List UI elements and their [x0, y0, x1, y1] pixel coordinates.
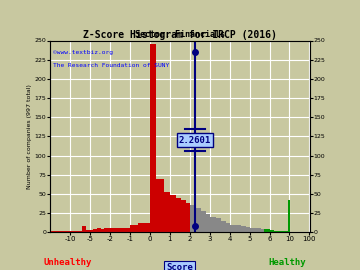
Bar	[130, 225, 142, 232]
Bar	[70, 231, 74, 232]
Bar	[220, 221, 226, 232]
Bar	[90, 230, 94, 232]
Bar	[240, 226, 246, 232]
Bar	[271, 230, 274, 232]
Bar	[210, 217, 216, 232]
Bar	[110, 228, 122, 232]
Bar	[184, 203, 190, 232]
Bar	[190, 205, 196, 232]
Bar	[215, 218, 221, 232]
Bar	[264, 229, 270, 232]
Bar	[54, 231, 58, 232]
Bar	[74, 231, 78, 232]
Bar	[285, 231, 288, 232]
Bar	[278, 231, 279, 232]
Bar	[106, 228, 110, 232]
Bar	[283, 231, 285, 232]
Text: Unhealthy: Unhealthy	[43, 258, 91, 267]
Bar	[150, 44, 156, 232]
Bar	[224, 223, 230, 232]
Bar	[195, 208, 201, 232]
Bar	[175, 198, 181, 232]
Bar	[118, 228, 130, 232]
Bar	[282, 231, 283, 232]
Bar	[230, 225, 236, 232]
Bar	[274, 231, 275, 232]
Bar	[138, 223, 150, 232]
Bar	[288, 231, 289, 232]
Bar	[62, 231, 66, 232]
Bar	[156, 178, 164, 232]
Bar	[97, 228, 101, 232]
Bar	[244, 227, 249, 232]
Bar	[275, 231, 278, 232]
Bar	[255, 228, 261, 232]
Bar	[66, 231, 70, 232]
Text: Healthy: Healthy	[268, 258, 306, 267]
Text: ©www.textbiz.org: ©www.textbiz.org	[53, 50, 113, 55]
Text: The Research Foundation of SUNY: The Research Foundation of SUNY	[53, 63, 169, 68]
Bar	[270, 230, 271, 232]
Text: Sector: Financials: Sector: Financials	[135, 30, 225, 39]
Bar	[249, 228, 256, 232]
Bar	[58, 231, 62, 232]
Bar	[170, 195, 176, 232]
Text: Score: Score	[166, 263, 193, 270]
Bar	[104, 228, 108, 232]
Y-axis label: Number of companies (997 total): Number of companies (997 total)	[27, 84, 32, 189]
Bar	[279, 231, 282, 232]
Bar	[204, 214, 210, 232]
Bar	[235, 225, 240, 232]
Bar	[200, 211, 206, 232]
Bar	[180, 200, 186, 232]
Bar	[288, 200, 289, 232]
Bar	[99, 229, 104, 232]
Title: Z-Score Histogram for IRCP (2016): Z-Score Histogram for IRCP (2016)	[83, 31, 277, 40]
Bar	[162, 192, 170, 232]
Bar	[86, 230, 90, 232]
Bar	[82, 226, 86, 232]
Bar	[93, 229, 97, 232]
Bar	[78, 231, 82, 232]
Bar	[260, 229, 266, 232]
Bar	[50, 231, 54, 232]
Text: 2.2601: 2.2601	[179, 136, 211, 145]
